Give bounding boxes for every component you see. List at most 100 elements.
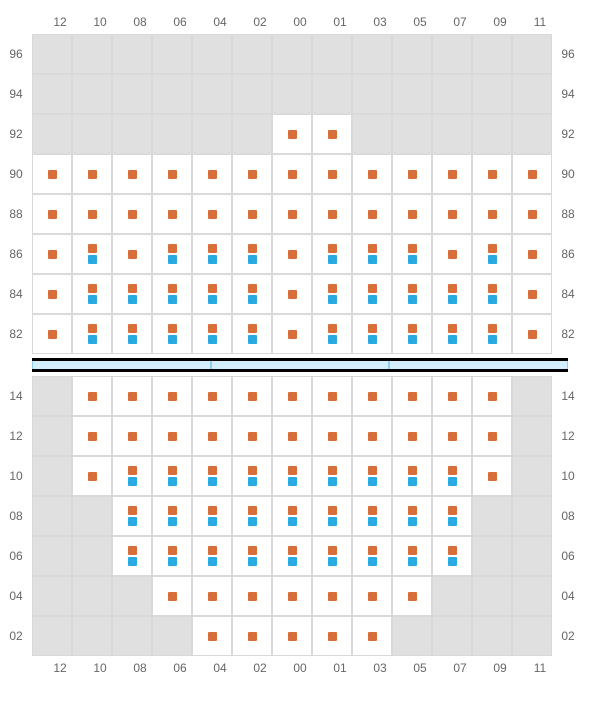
seat-cell[interactable]	[152, 576, 192, 616]
seat-cell[interactable]	[272, 314, 312, 354]
seat-cell[interactable]	[432, 234, 472, 274]
seat-cell[interactable]	[32, 234, 72, 274]
seat-cell[interactable]	[152, 496, 192, 536]
seat-cell[interactable]	[392, 536, 432, 576]
seat-cell[interactable]	[392, 376, 432, 416]
seat-cell[interactable]	[232, 274, 272, 314]
seat-cell[interactable]	[392, 496, 432, 536]
seat-cell[interactable]	[352, 194, 392, 234]
seat-cell[interactable]	[512, 154, 552, 194]
seat-cell[interactable]	[312, 194, 352, 234]
seat-cell[interactable]	[472, 154, 512, 194]
seat-cell[interactable]	[112, 274, 152, 314]
seat-cell[interactable]	[352, 456, 392, 496]
seat-cell[interactable]	[512, 234, 552, 274]
seat-cell[interactable]	[432, 416, 472, 456]
seat-cell[interactable]	[272, 496, 312, 536]
seat-cell[interactable]	[32, 194, 72, 234]
seat-cell[interactable]	[352, 496, 392, 536]
seat-cell[interactable]	[472, 314, 512, 354]
seat-cell[interactable]	[352, 576, 392, 616]
seat-cell[interactable]	[32, 154, 72, 194]
seat-cell[interactable]	[72, 376, 112, 416]
seat-cell[interactable]	[432, 194, 472, 234]
seat-cell[interactable]	[232, 376, 272, 416]
seat-cell[interactable]	[232, 416, 272, 456]
seat-cell[interactable]	[312, 114, 352, 154]
seat-cell[interactable]	[312, 234, 352, 274]
seat-cell[interactable]	[272, 154, 312, 194]
seat-cell[interactable]	[432, 314, 472, 354]
seat-cell[interactable]	[232, 314, 272, 354]
seat-cell[interactable]	[192, 576, 232, 616]
seat-cell[interactable]	[192, 616, 232, 656]
seat-cell[interactable]	[312, 416, 352, 456]
seat-cell[interactable]	[512, 314, 552, 354]
seat-cell[interactable]	[192, 234, 232, 274]
seat-cell[interactable]	[392, 274, 432, 314]
seat-cell[interactable]	[272, 416, 312, 456]
seat-cell[interactable]	[392, 194, 432, 234]
seat-cell[interactable]	[392, 416, 432, 456]
seat-cell[interactable]	[272, 456, 312, 496]
seat-cell[interactable]	[232, 456, 272, 496]
seat-cell[interactable]	[72, 154, 112, 194]
seat-cell[interactable]	[312, 314, 352, 354]
seat-cell[interactable]	[432, 154, 472, 194]
seat-cell[interactable]	[232, 496, 272, 536]
seat-cell[interactable]	[512, 274, 552, 314]
seat-cell[interactable]	[272, 376, 312, 416]
seat-cell[interactable]	[152, 376, 192, 416]
seat-cell[interactable]	[512, 194, 552, 234]
seat-cell[interactable]	[192, 274, 232, 314]
seat-cell[interactable]	[232, 576, 272, 616]
seat-cell[interactable]	[392, 576, 432, 616]
seat-cell[interactable]	[312, 154, 352, 194]
seat-cell[interactable]	[272, 114, 312, 154]
seat-cell[interactable]	[152, 274, 192, 314]
seat-cell[interactable]	[192, 154, 232, 194]
seat-cell[interactable]	[152, 314, 192, 354]
seat-cell[interactable]	[152, 536, 192, 576]
seat-cell[interactable]	[112, 456, 152, 496]
seat-cell[interactable]	[432, 274, 472, 314]
seat-cell[interactable]	[352, 234, 392, 274]
seat-cell[interactable]	[72, 456, 112, 496]
seat-cell[interactable]	[312, 376, 352, 416]
seat-cell[interactable]	[152, 194, 192, 234]
seat-cell[interactable]	[472, 234, 512, 274]
seat-cell[interactable]	[272, 536, 312, 576]
seat-cell[interactable]	[472, 456, 512, 496]
seat-cell[interactable]	[352, 376, 392, 416]
seat-cell[interactable]	[472, 376, 512, 416]
seat-cell[interactable]	[112, 496, 152, 536]
seat-cell[interactable]	[192, 314, 232, 354]
seat-cell[interactable]	[32, 274, 72, 314]
seat-cell[interactable]	[392, 234, 432, 274]
seat-cell[interactable]	[112, 234, 152, 274]
seat-cell[interactable]	[272, 234, 312, 274]
seat-cell[interactable]	[312, 536, 352, 576]
seat-cell[interactable]	[272, 194, 312, 234]
seat-cell[interactable]	[72, 234, 112, 274]
seat-cell[interactable]	[472, 194, 512, 234]
seat-cell[interactable]	[432, 456, 472, 496]
seat-cell[interactable]	[472, 416, 512, 456]
seat-cell[interactable]	[352, 154, 392, 194]
seat-cell[interactable]	[312, 496, 352, 536]
seat-cell[interactable]	[112, 314, 152, 354]
seat-cell[interactable]	[272, 274, 312, 314]
seat-cell[interactable]	[232, 194, 272, 234]
seat-cell[interactable]	[112, 416, 152, 456]
seat-cell[interactable]	[72, 274, 112, 314]
seat-cell[interactable]	[72, 416, 112, 456]
seat-cell[interactable]	[232, 536, 272, 576]
seat-cell[interactable]	[232, 154, 272, 194]
seat-cell[interactable]	[432, 536, 472, 576]
seat-cell[interactable]	[312, 456, 352, 496]
seat-cell[interactable]	[72, 194, 112, 234]
seat-cell[interactable]	[392, 456, 432, 496]
seat-cell[interactable]	[312, 274, 352, 314]
seat-cell[interactable]	[152, 234, 192, 274]
seat-cell[interactable]	[392, 314, 432, 354]
